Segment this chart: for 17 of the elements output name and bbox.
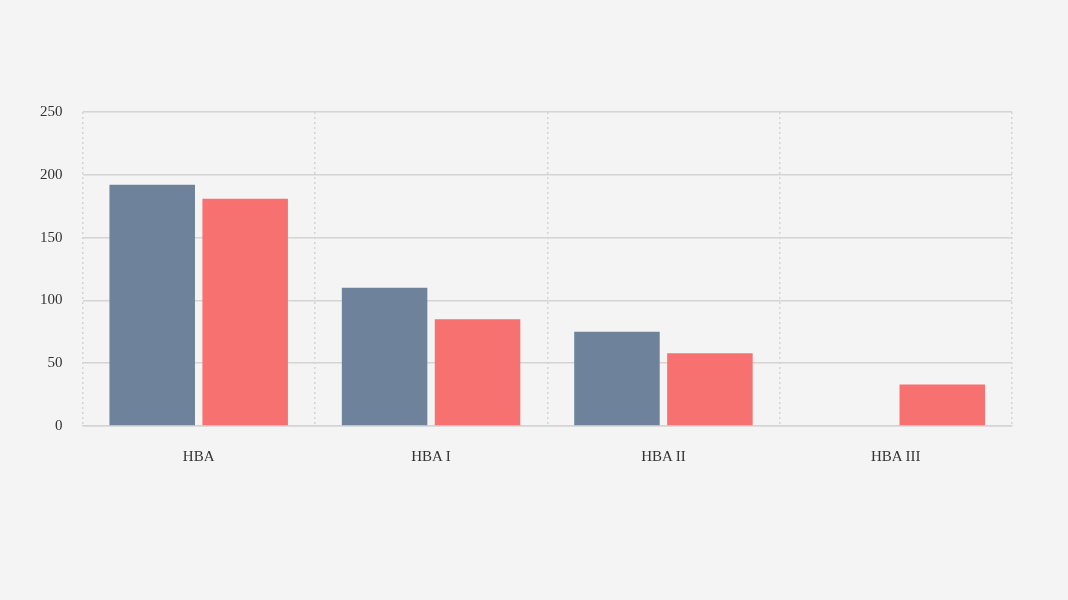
bar bbox=[434, 319, 521, 426]
y-tick-label: 200 bbox=[40, 165, 63, 182]
x-tick-label: HBA I bbox=[411, 447, 451, 464]
x-tick-label: HBA III bbox=[871, 447, 921, 464]
bar bbox=[202, 198, 288, 426]
bar bbox=[667, 353, 753, 426]
y-tick-label: 150 bbox=[40, 228, 63, 245]
bar bbox=[574, 331, 660, 426]
y-tick-label: 100 bbox=[40, 291, 63, 308]
y-tick-label: 250 bbox=[40, 102, 63, 119]
y-tick-label: 50 bbox=[47, 354, 63, 371]
bar bbox=[341, 287, 428, 426]
y-tick-label: 0 bbox=[55, 416, 63, 433]
x-tick-label: HBA bbox=[182, 447, 215, 464]
bar bbox=[899, 384, 986, 426]
bar bbox=[109, 184, 195, 426]
x-tick-label: HBA II bbox=[641, 447, 686, 464]
